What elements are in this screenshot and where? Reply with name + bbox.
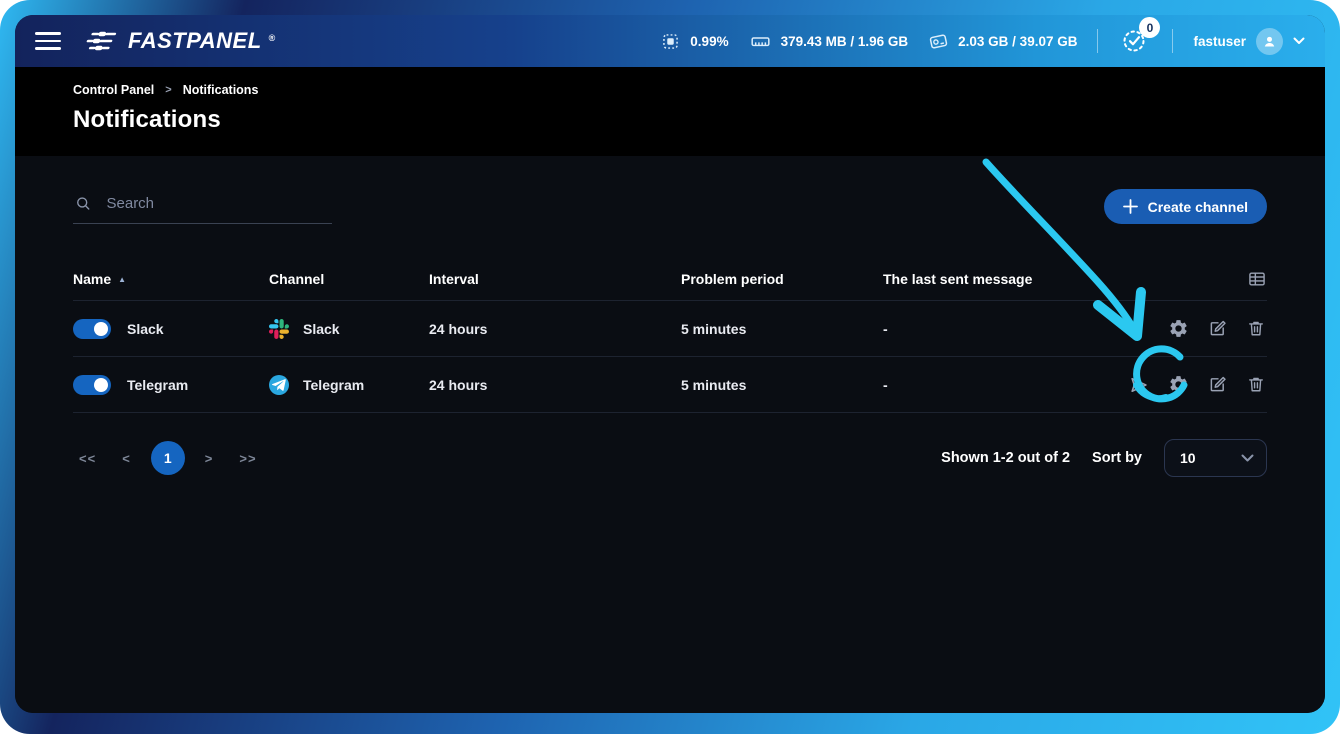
next-page-button[interactable]: > <box>204 450 214 466</box>
send-test-button[interactable] <box>1128 374 1150 396</box>
send-icon <box>1131 377 1147 392</box>
per-page-select[interactable]: 10 <box>1164 439 1267 477</box>
sort-asc-icon: ▲ <box>118 274 127 284</box>
row-last-message: - <box>883 320 888 337</box>
delete-button[interactable] <box>1245 374 1267 396</box>
pagination-bar: << < 1 > >> Shown 1-2 out of 2 Sort by 1… <box>73 439 1267 477</box>
avatar <box>1256 27 1283 55</box>
delete-button[interactable] <box>1245 318 1267 340</box>
username: fastuser <box>1193 33 1246 49</box>
slack-icon <box>269 318 289 339</box>
fastpanel-logo[interactable]: FASTPANEL ® <box>85 28 275 54</box>
task-clock-icon <box>1123 30 1145 52</box>
breadcrumb: Control Panel > Notifications <box>73 83 1267 97</box>
last-page-button[interactable]: >> <box>239 450 257 466</box>
telegram-enabled-toggle[interactable] <box>73 374 111 395</box>
equalizer-icon <box>86 31 117 51</box>
trash-icon <box>1249 321 1263 336</box>
search-field[interactable] <box>73 188 332 224</box>
menu-icon[interactable] <box>29 26 67 56</box>
shown-count-label: Shown 1-2 out of 2 <box>941 450 1071 466</box>
search-input[interactable] <box>104 194 330 213</box>
telegram-icon <box>269 374 289 395</box>
column-header-interval[interactable]: Interval <box>429 271 479 287</box>
table-row-slack: Slack Slack 24 <box>73 301 1267 357</box>
gear-icon <box>1169 320 1187 337</box>
breadcrumb-separator: > <box>165 84 172 96</box>
topbar: FASTPANEL ® 0.99% <box>15 15 1325 67</box>
edit-button[interactable] <box>1206 374 1228 396</box>
breadcrumb-notifications[interactable]: Notifications <box>182 83 259 97</box>
row-interval: 24 hours <box>429 376 488 393</box>
logo-registered-mark: ® <box>268 33 276 43</box>
ram-usage-stat: 379.43 MB / 1.96 GB <box>749 31 909 52</box>
cpu-value: 0.99% <box>690 33 729 49</box>
tasks-button[interactable]: 0 <box>1118 17 1161 58</box>
chevron-down-icon <box>1241 454 1254 462</box>
row-problem-period: 5 minutes <box>681 320 747 337</box>
edit-button[interactable] <box>1206 318 1228 340</box>
chevron-down-icon <box>1293 37 1305 44</box>
row-last-message: - <box>883 376 888 393</box>
current-page-button[interactable]: 1 <box>150 441 185 475</box>
row-channel: Telegram <box>303 376 365 393</box>
page-title: Notifications <box>73 106 221 133</box>
fastpanel-app: FASTPANEL ® 0.99% <box>15 15 1325 713</box>
disk-value: 2.03 GB / 39.07 GB <box>958 33 1078 49</box>
edit-icon <box>1210 376 1226 392</box>
disk-usage-stat: 2.03 GB / 39.07 GB <box>928 31 1077 52</box>
logo-text: FASTPANEL <box>128 28 262 53</box>
sort-by-label: Sort by <box>1092 450 1142 466</box>
column-header-problem-period[interactable]: Problem period <box>681 271 784 287</box>
breadcrumb-control-panel[interactable]: Control Panel <box>73 83 155 97</box>
table-row-telegram: Telegram Telegram 24 hours 5 minutes <box>73 357 1267 413</box>
prev-page-button[interactable]: < <box>122 450 131 466</box>
topbar-divider <box>1097 29 1099 53</box>
ram-value: 379.43 MB / 1.96 GB <box>780 33 909 49</box>
plus-icon <box>1122 199 1138 214</box>
edit-icon <box>1210 320 1226 336</box>
create-channel-label: Create channel <box>1147 198 1248 215</box>
cpu-usage-stat: 0.99% <box>660 31 729 52</box>
column-header-name[interactable]: Name ▲ <box>73 271 127 287</box>
person-icon <box>1264 36 1275 46</box>
table-header-row: Name ▲ Channel Interval Problem period T… <box>73 258 1267 300</box>
trash-icon <box>1249 377 1263 392</box>
row-problem-period: 5 minutes <box>681 376 747 393</box>
create-channel-button[interactable]: Create channel <box>1103 189 1267 224</box>
search-icon <box>77 197 90 210</box>
row-channel: Slack <box>303 320 340 337</box>
cpu-icon <box>663 33 679 49</box>
first-page-button[interactable]: << <box>79 450 97 466</box>
slack-enabled-toggle[interactable] <box>73 318 111 339</box>
column-header-last-message[interactable]: The last sent message <box>883 271 1033 287</box>
ram-icon <box>751 36 770 46</box>
channels-table: Name ▲ Channel Interval Problem period T… <box>73 258 1267 413</box>
page-body: Create channel Name ▲ Channel Interval P… <box>15 156 1325 713</box>
disk-icon <box>929 33 948 49</box>
settings-button[interactable] <box>1167 318 1189 340</box>
row-interval: 24 hours <box>429 320 488 337</box>
row-name: Slack <box>127 320 164 337</box>
gear-icon <box>1169 376 1187 393</box>
tasks-count-badge: 0 <box>1139 17 1161 38</box>
row-name: Telegram <box>127 376 189 393</box>
page-header: Control Panel > Notifications Notificati… <box>15 67 1325 156</box>
user-menu[interactable]: fastuser <box>1193 27 1305 55</box>
topbar-divider <box>1172 29 1174 53</box>
column-settings-icon[interactable] <box>1247 269 1267 289</box>
column-header-channel[interactable]: Channel <box>269 271 325 287</box>
per-page-value: 10 <box>1180 450 1196 466</box>
settings-button[interactable] <box>1167 374 1189 396</box>
